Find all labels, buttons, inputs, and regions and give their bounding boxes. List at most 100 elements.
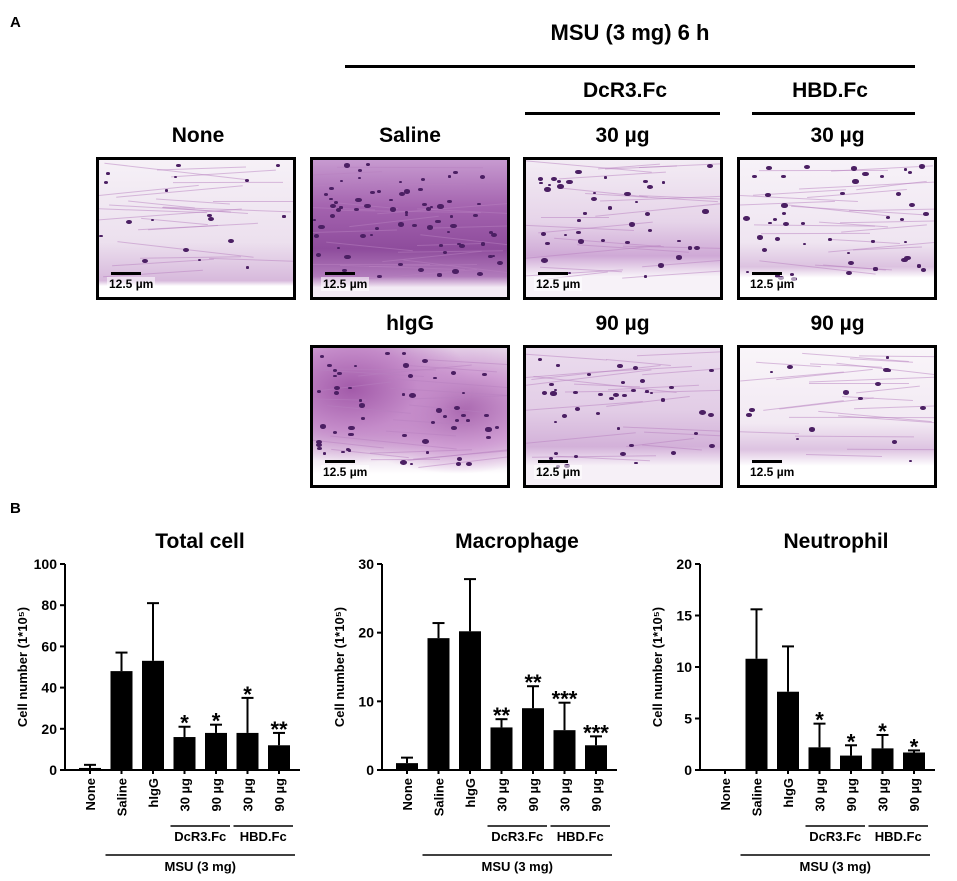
y-tick-label: 10: [676, 659, 692, 675]
cell-nucleus: [693, 245, 700, 251]
cell-nucleus: [313, 219, 317, 222]
cell-nucleus: [421, 358, 428, 363]
cell-nucleus: [488, 231, 493, 235]
micrograph-hbd-90: 12.5 µm: [737, 345, 937, 488]
cell-nucleus: [885, 215, 891, 219]
cell-nucleus: [541, 257, 549, 263]
cell-nucleus: [858, 396, 863, 400]
cell-nucleus: [538, 357, 543, 361]
scale-label: 12.5 µm: [748, 277, 797, 291]
micrograph-hbd-30: 12.5 µm: [737, 157, 937, 300]
cell-nucleus: [472, 213, 478, 218]
cell-nucleus: [828, 238, 832, 241]
cell-nucleus: [766, 166, 772, 170]
cell-nucleus: [702, 209, 709, 214]
bar: [173, 737, 196, 770]
scale-bar: [538, 272, 568, 275]
cell-nucleus: [575, 407, 581, 411]
cell-nucleus: [903, 168, 908, 171]
cell-nucleus: [547, 183, 552, 187]
cell-nucleus: [633, 366, 639, 370]
cell-nucleus: [746, 412, 752, 417]
cell-nucleus: [761, 247, 768, 252]
x-tick-label: Saline: [750, 778, 765, 816]
cell-nucleus: [313, 234, 319, 238]
cell-nucleus: [323, 192, 328, 196]
cell-nucleus: [657, 263, 665, 268]
cell-nucleus: [782, 221, 789, 226]
cell-nucleus: [389, 198, 393, 202]
cell-nucleus: [316, 442, 322, 447]
cell-nucleus: [377, 275, 382, 279]
cell-nucleus: [583, 212, 587, 215]
bar: [745, 658, 768, 770]
cell-nucleus: [745, 270, 749, 273]
x-tick-label: hIgG: [146, 778, 161, 808]
cell-nucleus: [332, 369, 338, 373]
cell-nucleus: [456, 462, 462, 466]
cell-nucleus: [175, 163, 181, 168]
cell-nucleus: [408, 374, 414, 378]
scale-label: 12.5 µm: [321, 277, 370, 291]
cell-nucleus: [600, 238, 606, 242]
cell-nucleus: [457, 242, 462, 246]
bar: [396, 763, 418, 770]
cell-nucleus: [670, 451, 677, 456]
scale-bar: [538, 460, 568, 463]
cell-nucleus: [450, 223, 457, 229]
cell-nucleus: [418, 268, 425, 273]
cell-nucleus: [452, 269, 460, 274]
cell-nucleus: [339, 206, 343, 209]
cell-nucleus: [790, 273, 795, 277]
cell-nucleus: [435, 408, 442, 413]
x-tick-label: 90 µg: [589, 778, 604, 812]
cell-nucleus: [625, 240, 630, 245]
cell-nucleus: [576, 219, 581, 222]
cell-nucleus: [198, 258, 202, 261]
cell-nucleus: [409, 462, 414, 466]
cell-nucleus: [871, 240, 875, 243]
cell-nucleus: [647, 229, 653, 233]
cell-nucleus: [451, 426, 457, 431]
cell-nucleus: [404, 213, 409, 217]
cell-nucleus: [590, 196, 597, 201]
cell-nucleus: [574, 169, 582, 175]
cell-nucleus: [550, 391, 557, 396]
cell-nucleus: [375, 226, 380, 231]
label-higg: hIgG: [386, 312, 434, 335]
cell-nucleus: [804, 165, 811, 170]
cell-nucleus: [353, 364, 358, 368]
cell-nucleus: [795, 437, 800, 441]
y-tick-label: 0: [684, 762, 692, 778]
cell-nucleus: [774, 236, 780, 241]
significance-marker: *: [878, 719, 887, 744]
micrograph-dcr3-90: 12.5 µm: [523, 345, 723, 488]
cell-nucleus: [709, 368, 714, 372]
cell-nucleus: [886, 369, 891, 373]
cell-nucleus: [433, 376, 438, 380]
y-tick-label: 100: [34, 556, 58, 572]
chart-title: Total cell: [155, 530, 244, 553]
y-tick-label: 30: [358, 556, 374, 572]
cell-nucleus: [442, 251, 448, 255]
cell-nucleus: [907, 171, 912, 174]
cell-nucleus: [801, 222, 806, 225]
cell-nucleus: [916, 264, 922, 268]
cell-nucleus: [408, 393, 416, 399]
cell-nucleus: [693, 431, 699, 435]
msu-header: MSU (3 mg) 6 h: [550, 20, 710, 45]
scale-label: 12.5 µm: [321, 465, 370, 479]
y-axis-label: Cell number (1*10⁵): [15, 607, 30, 727]
cell-nucleus: [429, 205, 433, 208]
cell-nucleus: [316, 390, 321, 393]
significance-marker: *: [815, 708, 824, 733]
cell-nucleus: [485, 427, 492, 432]
cell-nucleus: [319, 355, 324, 358]
y-tick-label: 20: [676, 556, 692, 572]
cell-nucleus: [348, 432, 354, 437]
significance-marker: ***: [552, 687, 578, 712]
label-dcr3-30: 30 µg: [595, 124, 650, 147]
cell-nucleus: [643, 275, 648, 278]
x-tick-label: 30 µg: [495, 778, 510, 812]
